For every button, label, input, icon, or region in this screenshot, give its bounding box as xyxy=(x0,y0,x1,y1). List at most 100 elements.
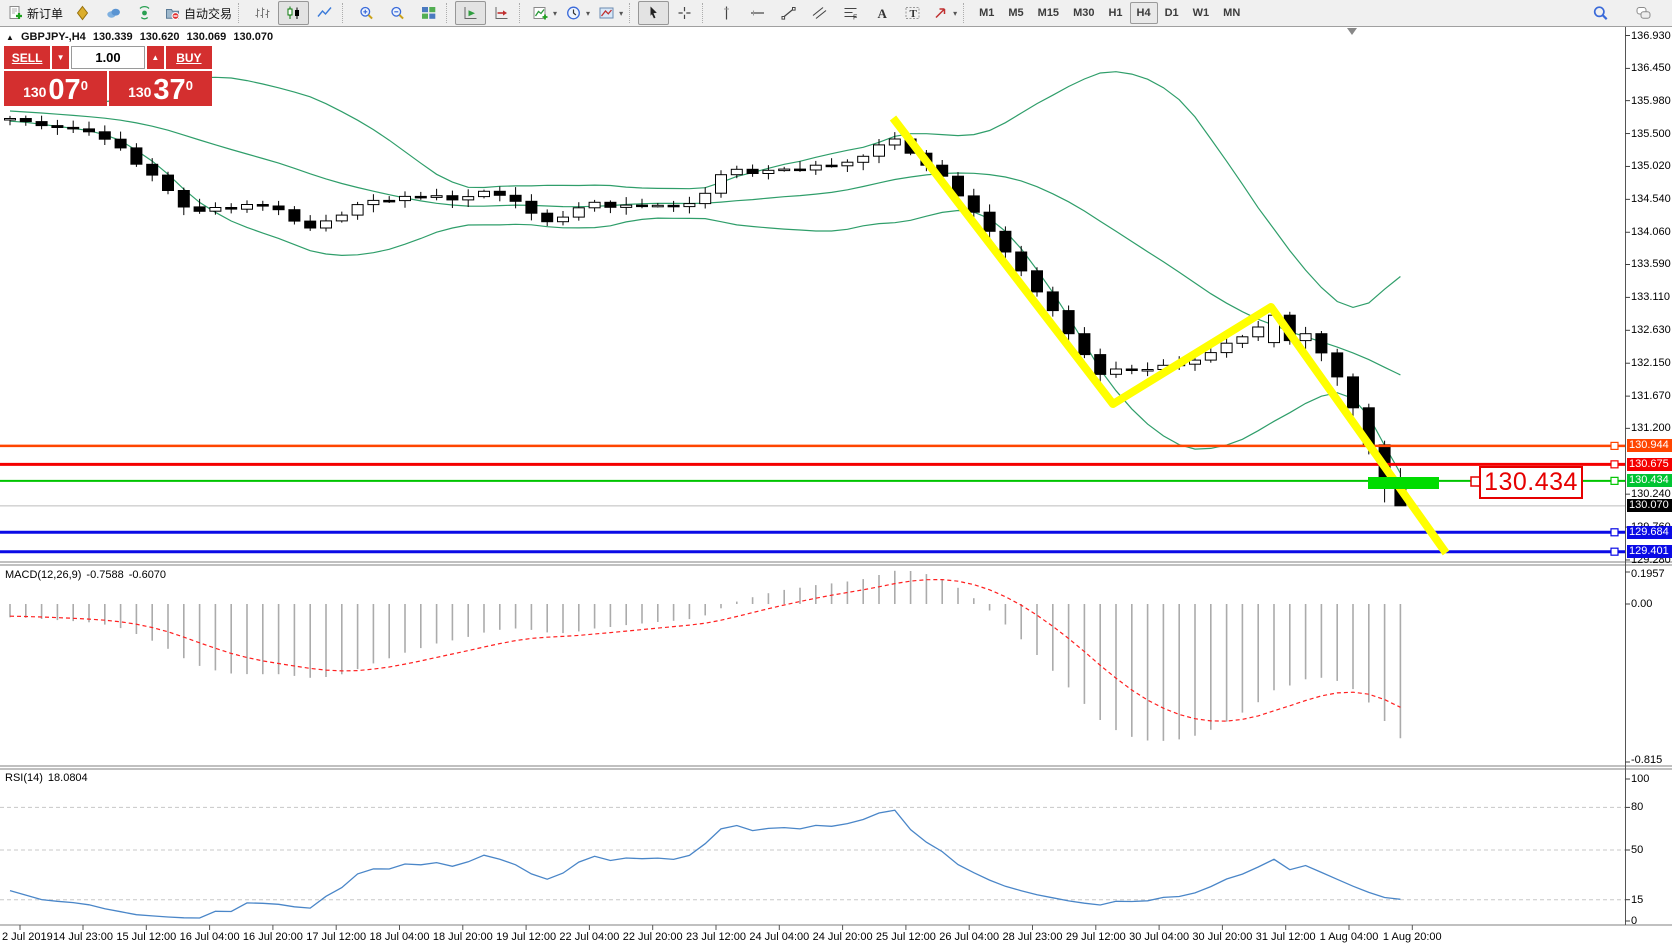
text-t-icon: T xyxy=(905,7,920,20)
chart-shift-button[interactable] xyxy=(486,1,517,25)
autoscroll-icon xyxy=(464,7,477,19)
time-label: 2 Jul 2019 xyxy=(2,931,53,943)
buy-price-prefix: 130 xyxy=(128,84,152,100)
cursor-button[interactable] xyxy=(638,1,670,25)
arrows-icon xyxy=(935,8,946,19)
svg-text:A: A xyxy=(878,6,888,21)
indicators-button[interactable]: ▾ xyxy=(528,1,561,25)
autotrading-button[interactable]: 自动交易 xyxy=(160,1,236,25)
target-line-1-handle[interactable] xyxy=(1610,528,1619,537)
templates-button[interactable]: ▾ xyxy=(594,1,627,25)
text-button[interactable]: A xyxy=(866,1,897,25)
candle xyxy=(525,194,538,221)
crosshair-button[interactable] xyxy=(669,1,700,25)
highlight-rect[interactable] xyxy=(1368,477,1439,489)
sell-button[interactable]: SELL xyxy=(4,46,51,69)
price-tick-label: 136.930 xyxy=(1631,29,1671,42)
price-tick-label: 135.020 xyxy=(1631,160,1671,173)
toolbar-separator xyxy=(342,3,347,23)
chart-shift-marker[interactable] xyxy=(1347,28,1357,35)
timeframe-m5-button[interactable]: M5 xyxy=(1008,7,1024,19)
price-line-label-129.401: 129.401 xyxy=(1627,545,1672,559)
chart-canvas[interactable]: ▲ GBPJPY-,H4 130.339 130.620 130.069 130… xyxy=(0,27,1672,949)
templates-button-dropdown-icon[interactable]: ▾ xyxy=(619,8,624,18)
target-line-2-handle[interactable] xyxy=(1610,547,1619,556)
buy-button[interactable]: BUY xyxy=(165,46,212,69)
zoom-in-button[interactable] xyxy=(351,1,382,25)
timeframe-h1-button[interactable]: H1 xyxy=(1108,7,1123,19)
channel-button[interactable] xyxy=(804,1,835,25)
price-line-label-130.944: 130.944 xyxy=(1627,439,1672,453)
sell-price[interactable]: 130 07 0 xyxy=(4,71,107,106)
rsi-name: RSI(14) xyxy=(5,772,43,784)
chart-window-button[interactable] xyxy=(67,1,98,25)
candle xyxy=(1125,364,1138,375)
autoscroll-button[interactable] xyxy=(455,1,487,25)
candle xyxy=(1252,321,1265,341)
timeframe-w1-button[interactable]: W1 xyxy=(1192,7,1210,19)
new-order-button[interactable]: 新订单 xyxy=(3,1,67,25)
text-label-button[interactable]: T xyxy=(897,1,928,25)
timeframe-h4-button[interactable]: H4 xyxy=(1129,2,1158,24)
candle xyxy=(509,187,522,209)
candle xyxy=(304,215,317,231)
periods-button-dropdown-icon[interactable]: ▾ xyxy=(586,8,591,18)
timeframe-m15-button[interactable]: M15 xyxy=(1037,7,1060,19)
volume-input[interactable] xyxy=(71,46,145,69)
bar-chart-icon xyxy=(255,7,270,18)
trendline-button[interactable] xyxy=(773,1,804,25)
ohlc-open: 130.339 xyxy=(92,31,133,43)
fibonacci-button[interactable]: F xyxy=(835,1,866,25)
indicators-button-dropdown-icon[interactable]: ▾ xyxy=(553,8,558,18)
candle xyxy=(67,120,80,133)
candle xyxy=(19,115,32,126)
shift-icon xyxy=(495,7,508,19)
support-line-green-handle[interactable] xyxy=(1610,476,1619,485)
candle xyxy=(430,188,443,201)
periods-button[interactable]: ▾ xyxy=(561,1,594,25)
market-watch-button[interactable] xyxy=(98,1,129,25)
candle xyxy=(51,119,64,135)
timeframe-d1-button[interactable]: D1 xyxy=(1164,7,1179,19)
horizontal-line-button[interactable] xyxy=(742,1,773,25)
candle xyxy=(35,115,48,130)
arrows-button-dropdown-icon[interactable]: ▾ xyxy=(953,8,958,18)
time-label: 22 Jul 04:00 xyxy=(559,931,620,943)
chat-button[interactable] xyxy=(1628,1,1659,25)
candle xyxy=(1331,348,1344,386)
indicators-icon xyxy=(533,7,548,20)
resistance-line-2-handle[interactable] xyxy=(1610,460,1619,469)
rsi-axis-label: 100 xyxy=(1631,773,1650,785)
sell-price-big: 07 xyxy=(48,74,81,106)
timeframe-mn-button[interactable]: MN xyxy=(1223,7,1241,19)
candlestick-button[interactable] xyxy=(278,1,310,25)
price-callout-box[interactable]: 130.434 xyxy=(1479,466,1583,499)
trend-zigzag[interactable] xyxy=(889,115,1450,556)
zoom-out-button[interactable] xyxy=(382,1,413,25)
arrows-button[interactable]: ▾ xyxy=(928,1,961,25)
resistance-line-1-handle[interactable] xyxy=(1610,441,1619,451)
time-label: 26 Jul 04:00 xyxy=(939,931,1000,943)
candle xyxy=(1094,348,1107,382)
candle xyxy=(209,202,222,215)
chart-svg[interactable] xyxy=(0,27,1672,949)
timeframe-m1-button[interactable]: M1 xyxy=(979,7,995,19)
signals-button[interactable] xyxy=(129,1,160,25)
macd-histogram-layer xyxy=(9,570,1402,741)
macd-axis-zero: 0.00 xyxy=(1631,598,1653,610)
cloud-icon xyxy=(107,8,120,18)
candle xyxy=(1236,334,1249,348)
volume-down-button[interactable]: ▼ xyxy=(52,46,69,69)
vertical-line-button[interactable] xyxy=(711,1,742,25)
clock-icon xyxy=(567,6,580,20)
line-chart-button[interactable] xyxy=(309,1,340,25)
candles-layer xyxy=(4,115,1407,507)
cursor-icon xyxy=(650,6,657,19)
buy-price[interactable]: 130 37 0 xyxy=(109,71,212,106)
toolbar-separator xyxy=(519,3,524,23)
timeframe-m30-button[interactable]: M30 xyxy=(1073,7,1095,19)
tile-windows-button[interactable] xyxy=(413,1,444,25)
bar-chart-button[interactable] xyxy=(247,1,278,25)
volume-up-button[interactable]: ▲ xyxy=(147,46,164,69)
search-button[interactable] xyxy=(1585,1,1616,25)
